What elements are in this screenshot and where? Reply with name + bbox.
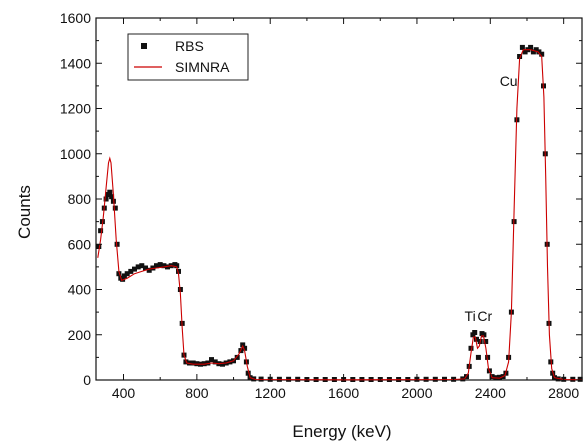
legend-rbs-marker (141, 43, 147, 49)
annotation-cu: Cu (500, 73, 518, 89)
data-point-rbs-1 (98, 228, 104, 234)
data-point-rbs-13 (120, 276, 126, 282)
x-tick-label: 800 (185, 385, 209, 401)
data-point-rbs-102 (519, 44, 525, 50)
data-point-rbs-7 (109, 194, 115, 200)
legend-simnra-label: SIMNRA (175, 59, 230, 75)
x-tick-label: 2000 (401, 385, 432, 401)
y-axis-title: Counts (15, 185, 34, 239)
data-point-rbs-101 (517, 54, 523, 59)
data-point-rbs-83 (472, 330, 478, 335)
data-point-rbs-25 (161, 263, 167, 269)
y-tick-label: 400 (68, 282, 92, 298)
data-point-rbs-105 (528, 44, 534, 50)
data-point-rbs-109 (539, 51, 545, 57)
data-point-rbs-6 (107, 189, 113, 195)
data-point-rbs-17 (132, 266, 137, 272)
data-point-rbs-88 (481, 332, 487, 338)
data-point-rbs-19 (139, 263, 145, 269)
data-point-rbs-108 (536, 49, 542, 55)
data-point-rbs-106 (530, 49, 536, 55)
data-point-rbs-107 (533, 47, 539, 53)
x-tick-label: 1200 (255, 385, 286, 401)
data-point-rbs-48 (234, 354, 240, 360)
data-point-rbs-94 (497, 374, 502, 380)
data-point-rbs-36 (190, 360, 196, 366)
data-point-rbs-84 (474, 336, 479, 342)
data-point-rbs-89 (483, 339, 489, 344)
series-layer (96, 44, 583, 382)
annotation-cr: Cr (477, 308, 492, 324)
data-point-rbs-51 (242, 345, 248, 351)
x-axis-title: Energy (keV) (292, 422, 391, 441)
legend-rbs-label: RBS (175, 38, 204, 54)
data-point-rbs-29 (174, 263, 180, 269)
data-point-rbs-14 (121, 273, 127, 279)
data-point-rbs-23 (154, 263, 159, 269)
data-point-rbs-26 (165, 264, 170, 270)
data-point-rbs-20 (143, 265, 148, 271)
data-point-rbs-40 (205, 360, 211, 366)
y-tick-label: 1000 (60, 146, 91, 162)
data-point-rbs-18 (135, 264, 141, 270)
data-point-rbs-103 (522, 49, 528, 55)
data-point-rbs-15 (124, 271, 130, 277)
y-tick-label: 800 (68, 191, 92, 207)
data-point-rbs-4 (103, 196, 109, 202)
data-point-rbs-41 (209, 357, 214, 363)
data-point-rbs-9 (112, 205, 118, 211)
data-point-rbs-24 (157, 262, 163, 268)
data-point-rbs-21 (146, 267, 152, 273)
x-tick-label: 400 (112, 385, 136, 401)
data-point-rbs-16 (128, 268, 134, 274)
y-tick-label: 0 (83, 372, 91, 388)
data-point-rbs-0 (96, 244, 102, 249)
y-tick-label: 1400 (60, 55, 91, 71)
data-point-rbs-30 (176, 268, 181, 274)
data-point-rbs-81 (468, 345, 474, 351)
data-point-rbs-44 (220, 361, 225, 367)
data-point-rbs-11 (116, 271, 122, 277)
legend: RBS SIMNRA (127, 33, 249, 81)
x-tick-label: 1600 (328, 385, 359, 401)
legend-box (127, 33, 249, 81)
data-point-rbs-42 (212, 359, 218, 365)
axes-layer: 400 800 1200 1600 2000 2400 2800 0 200 400 600 800 1… (60, 10, 582, 401)
x-tick-label: 2400 (475, 385, 506, 401)
series-line-simnra (97, 49, 583, 381)
data-point-rbs-53 (245, 370, 251, 376)
y-tick-label: 200 (68, 327, 92, 343)
x-tick-label: 2800 (548, 385, 579, 401)
y-tick-label: 1200 (60, 101, 91, 117)
annotation-ti: Ti (465, 308, 476, 324)
y-tick-label: 600 (68, 236, 92, 252)
annotation-layer: Cu Ti Cr (465, 73, 518, 324)
y-tick-label: 1600 (60, 10, 91, 26)
data-point-rbs-85 (475, 354, 481, 360)
